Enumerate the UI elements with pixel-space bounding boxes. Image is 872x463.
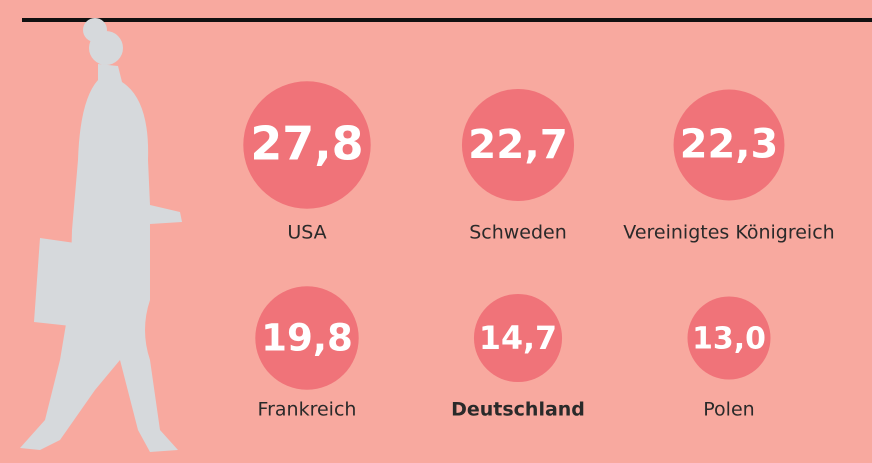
value-label: 14,7: [479, 321, 557, 357]
bubble: [243, 81, 371, 209]
bubble: [255, 286, 359, 390]
category-label: Deutschland: [451, 399, 585, 421]
silhouette: [20, 18, 182, 452]
value-label: 19,8: [261, 316, 353, 360]
bubble: [673, 89, 785, 201]
value-label: 27,8: [250, 117, 363, 171]
bubble: [687, 296, 771, 380]
category-label: USA: [287, 222, 326, 244]
bubble: [473, 293, 563, 383]
value-label: 22,7: [468, 120, 568, 168]
category-label: Vereinigtes Königreich: [623, 222, 834, 244]
bubble: [461, 88, 575, 202]
value-label: 22,3: [680, 122, 778, 168]
value-label: 13,0: [692, 322, 766, 357]
category-label: Polen: [703, 399, 754, 421]
category-label: Schweden: [469, 222, 567, 244]
category-label: Frankreich: [258, 399, 357, 421]
